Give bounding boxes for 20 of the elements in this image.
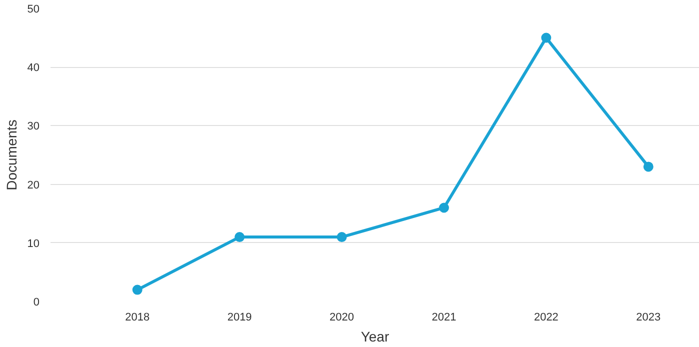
point [336, 232, 347, 242]
x-tick-label: 2019 [227, 312, 252, 324]
point [643, 162, 654, 172]
y-axis-title: Documents [3, 120, 20, 190]
x-tick-label: 2022 [534, 312, 558, 324]
y-tick-label: 10 [27, 238, 40, 250]
y-tick-label: 50 [27, 4, 40, 16]
y-tick-label: 20 [27, 179, 40, 192]
y-tick-label: 30 [27, 120, 40, 133]
point [541, 32, 552, 43]
y-tick-label: 0 [33, 296, 40, 308]
point [234, 232, 245, 242]
x-tick-label: 2021 [432, 312, 456, 324]
x-tick-label: 2023 [636, 312, 661, 324]
x-tick-label: 2020 [330, 312, 354, 324]
x-tick-label: 2018 [125, 312, 150, 324]
point [438, 202, 449, 213]
x-axis-title: Year [360, 328, 390, 344]
y-tick-label: 40 [27, 62, 40, 74]
point [132, 284, 142, 295]
